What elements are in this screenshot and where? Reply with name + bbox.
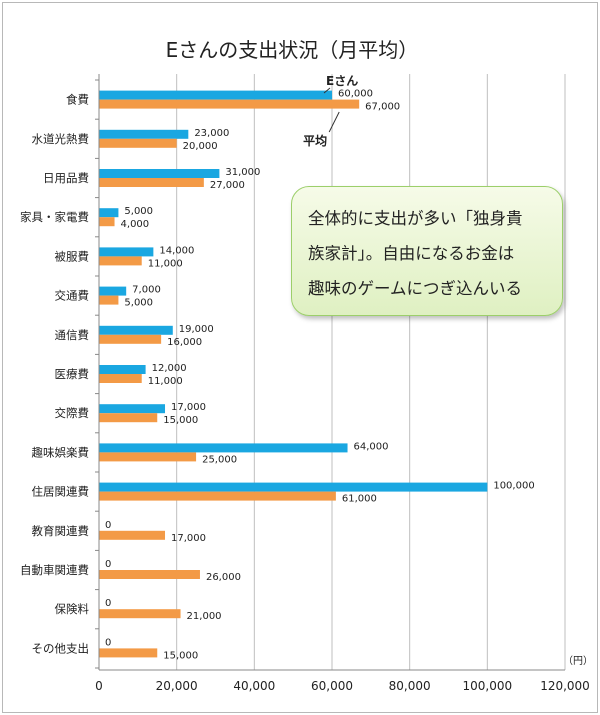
- data-label: 4,000: [121, 219, 150, 230]
- bar-average: [99, 609, 181, 619]
- data-label: 0: [105, 559, 111, 570]
- legend-leader-average: [328, 111, 340, 133]
- data-label: 19,000: [179, 324, 214, 335]
- data-label: 11,000: [148, 258, 183, 269]
- category-label: 家具・家電費: [20, 210, 89, 224]
- data-label: 64,000: [354, 441, 389, 452]
- category-label: 日用品費: [43, 171, 89, 185]
- callout-note: 全体的に支出が多い「独身貴 族家計」。自由になるお金は 趣味のゲームにつぎ込んい…: [291, 186, 563, 316]
- category-label: 水道光熱費: [32, 132, 90, 146]
- x-unit-label: （円）: [563, 655, 593, 667]
- bar-e-san: [99, 90, 332, 100]
- data-label: 11,000: [148, 376, 183, 387]
- x-tick-label: 0: [95, 679, 103, 693]
- category-label: 住居関連費: [32, 485, 90, 499]
- data-label: 31,000: [225, 167, 260, 178]
- data-label: 100,000: [493, 481, 534, 492]
- data-label: 21,000: [187, 611, 222, 622]
- bar-e-san: [99, 325, 173, 335]
- data-label: 7,000: [132, 285, 161, 296]
- bar-average: [99, 295, 119, 305]
- category-label: 保険料: [55, 602, 90, 616]
- bar-e-san: [99, 443, 348, 453]
- bar-average: [99, 452, 197, 462]
- data-label: 61,000: [342, 494, 377, 505]
- data-label: 27,000: [210, 180, 245, 191]
- bar-e-san: [99, 129, 189, 139]
- x-tick-label: 80,000: [389, 679, 431, 693]
- bar-e-san: [99, 286, 127, 296]
- bar-e-san: [99, 482, 488, 492]
- bar-average: [99, 413, 158, 423]
- bar-average: [99, 334, 162, 344]
- data-label: 14,000: [159, 245, 194, 256]
- data-label: 0: [105, 637, 111, 648]
- bar-average: [99, 648, 158, 658]
- bar-e-san: [99, 208, 119, 218]
- category-label: 自動車関連費: [20, 563, 89, 577]
- data-label: 23,000: [194, 128, 229, 139]
- x-tick-label: 120,000: [540, 679, 590, 693]
- x-tick-label: 100,000: [463, 679, 513, 693]
- bar-e-san: [99, 169, 220, 178]
- data-label: 17,000: [171, 402, 206, 413]
- category-label: 交際費: [55, 406, 90, 420]
- data-label: 16,000: [167, 337, 202, 348]
- data-label: 25,000: [202, 454, 237, 465]
- bar-average: [99, 256, 142, 266]
- category-label: その他支出: [32, 641, 90, 655]
- bar-average: [99, 530, 166, 540]
- data-label: 0: [105, 520, 111, 531]
- bar-e-san: [99, 365, 146, 374]
- bar-average: [99, 178, 204, 187]
- category-label: 被服費: [55, 249, 90, 263]
- data-label: 5,000: [124, 206, 153, 217]
- data-label: 67,000: [365, 102, 400, 113]
- category-label: 通信費: [55, 328, 90, 342]
- bar-e-san: [99, 404, 166, 414]
- data-label: 17,000: [171, 533, 206, 544]
- bar-average: [99, 570, 200, 579]
- bar-average: [99, 217, 115, 227]
- bar-e-san: [99, 247, 154, 257]
- bar-average: [99, 99, 360, 109]
- data-label: 20,000: [183, 141, 218, 152]
- chart-title: Eさんの支出状況（月平均）: [166, 38, 419, 62]
- data-label: 15,000: [163, 415, 198, 426]
- category-label: 医療費: [55, 367, 90, 381]
- category-label: 食費: [66, 93, 89, 107]
- category-label: 交通費: [55, 289, 90, 303]
- data-label: 60,000: [338, 89, 373, 100]
- legend-label-average: 平均: [303, 133, 327, 148]
- category-label: 教育関連費: [32, 524, 90, 538]
- category-label: 趣味娯楽費: [32, 445, 90, 459]
- legend-leader-e-san: [323, 87, 331, 94]
- data-label: 12,000: [152, 363, 187, 374]
- legend-label-e-san: Eさん: [326, 74, 358, 88]
- x-tick-label: 40,000: [233, 679, 275, 693]
- data-label: 26,000: [206, 572, 241, 583]
- data-label: 0: [105, 598, 111, 609]
- bar-average: [99, 374, 142, 383]
- x-tick-label: 60,000: [311, 679, 353, 693]
- x-tick-label: 20,000: [156, 679, 198, 693]
- bar-chart: Eさんの支出状況（月平均） 0 20,000 40,000 60,000 80,000 10…: [20, 38, 593, 693]
- data-label: 5,000: [124, 298, 153, 309]
- data-label: 15,000: [163, 650, 198, 661]
- bar-average: [99, 138, 177, 148]
- bar-average: [99, 491, 336, 501]
